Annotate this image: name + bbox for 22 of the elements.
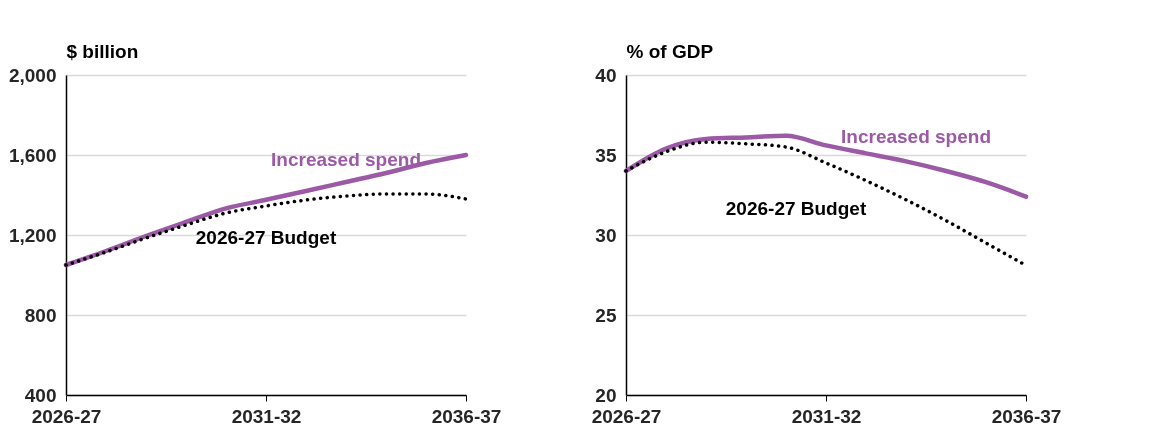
y-tick-label: 40 (595, 64, 617, 86)
line-series (63, 152, 469, 268)
y-tick-label: 400 (24, 384, 57, 406)
series-label: 2026-27 Budget (725, 198, 867, 219)
y-tick-label: 1,600 (8, 144, 57, 166)
x-tick-label: 2036-37 (431, 405, 502, 427)
series-label: Increased spend (841, 126, 991, 148)
y-axis-title: $ billion (66, 40, 139, 62)
x-tick-label: 2026-27 (591, 405, 662, 427)
y-tick-label: 20 (595, 384, 617, 406)
y-tick-label: 800 (24, 304, 57, 326)
y-tick-label: 1,200 (8, 224, 57, 246)
y-tick-label: 25 (595, 304, 617, 326)
y-tick-label: 2,000 (8, 64, 57, 86)
y-tick-label: 30 (595, 224, 617, 246)
series-label: 2026-27 Budget (195, 227, 337, 248)
y-tick-label: 35 (595, 144, 617, 166)
x-tick-label: 2036-37 (991, 405, 1062, 427)
y-axis-title: % of GDP (626, 40, 714, 62)
x-tick-label: 2031-32 (791, 405, 862, 427)
x-tick-label: 2026-27 (31, 405, 102, 427)
x-tick-label: 2031-32 (231, 405, 302, 427)
